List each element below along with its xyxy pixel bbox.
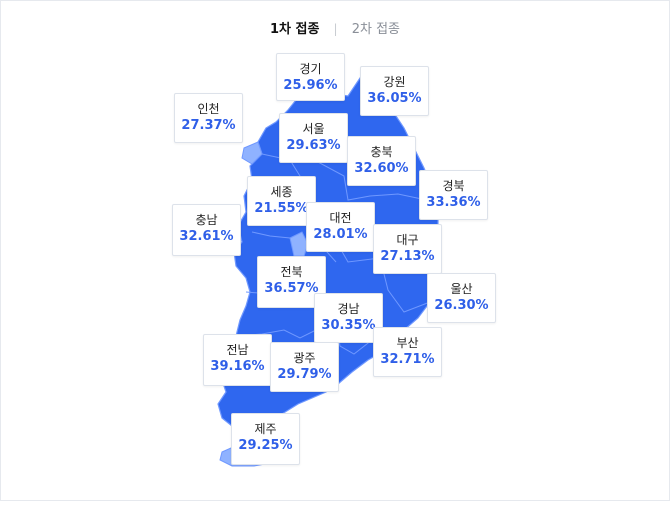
region-card-jeonnam[interactable]: 전남 39.16% xyxy=(203,334,272,386)
region-rate: 28.01% xyxy=(313,227,368,242)
tab-second-dose[interactable]: 2차 접종 xyxy=(351,22,401,37)
tab-separator: | xyxy=(333,22,338,36)
region-rate: 30.35% xyxy=(321,318,376,333)
region-name: 전북 xyxy=(280,265,303,279)
region-rate: 25.96% xyxy=(283,78,338,93)
region-rate: 29.79% xyxy=(277,367,332,382)
region-name: 대전 xyxy=(329,211,352,225)
region-card-daejeon[interactable]: 대전 28.01% xyxy=(306,202,375,252)
region-rate: 32.71% xyxy=(380,352,435,367)
region-rate: 26.30% xyxy=(434,298,489,313)
tab-first-dose[interactable]: 1차 접종 xyxy=(269,22,320,37)
region-rate: 36.05% xyxy=(367,91,422,106)
region-rate: 29.63% xyxy=(286,138,341,153)
region-name: 충북 xyxy=(370,145,393,159)
region-card-daegu[interactable]: 대구 27.13% xyxy=(373,224,442,274)
region-rate: 27.13% xyxy=(380,249,435,264)
region-name: 경기 xyxy=(299,62,322,76)
region-name: 제주 xyxy=(254,422,277,436)
region-rate: 27.37% xyxy=(181,118,236,133)
region-card-jeju[interactable]: 제주 29.25% xyxy=(231,413,300,465)
region-name: 인천 xyxy=(197,102,220,116)
region-name: 경남 xyxy=(337,302,360,316)
region-rate: 21.55% xyxy=(254,201,309,216)
region-name: 부산 xyxy=(396,336,419,350)
region-card-ulsan[interactable]: 울산 26.30% xyxy=(427,273,496,323)
region-rate: 29.25% xyxy=(238,438,293,453)
region-card-chungbuk[interactable]: 충북 32.60% xyxy=(347,136,416,186)
region-rate: 32.60% xyxy=(354,161,409,176)
region-card-gyeongbuk[interactable]: 경북 33.36% xyxy=(419,170,488,220)
region-card-gyeonggi[interactable]: 경기 25.96% xyxy=(276,53,345,101)
region-card-busan[interactable]: 부산 32.71% xyxy=(373,327,442,377)
region-rate: 39.16% xyxy=(210,359,265,374)
region-name: 서울 xyxy=(302,122,325,136)
region-card-chungnam[interactable]: 충남 32.61% xyxy=(172,204,241,256)
region-name: 세종 xyxy=(270,185,293,199)
region-name: 충남 xyxy=(195,213,218,227)
incheon-shape xyxy=(241,141,263,165)
region-name: 경북 xyxy=(442,179,465,193)
region-name: 대구 xyxy=(396,233,419,247)
region-card-incheon[interactable]: 인천 27.37% xyxy=(174,93,243,143)
region-card-gwangju[interactable]: 광주 29.79% xyxy=(270,342,339,392)
region-name: 강원 xyxy=(383,75,406,89)
region-card-gyeongnam[interactable]: 경남 30.35% xyxy=(314,293,383,343)
region-rate: 32.61% xyxy=(179,229,234,244)
dose-tabs: 1차 접종 | 2차 접종 xyxy=(0,20,670,39)
region-name: 광주 xyxy=(293,351,316,365)
region-rate: 33.36% xyxy=(426,195,481,210)
region-card-sejong[interactable]: 세종 21.55% xyxy=(247,176,316,226)
region-name: 전남 xyxy=(226,343,249,357)
region-rate: 36.57% xyxy=(264,281,319,296)
region-name: 울산 xyxy=(450,282,473,296)
region-card-gangwon[interactable]: 강원 36.05% xyxy=(360,66,429,116)
region-card-seoul[interactable]: 서울 29.63% xyxy=(279,113,348,163)
